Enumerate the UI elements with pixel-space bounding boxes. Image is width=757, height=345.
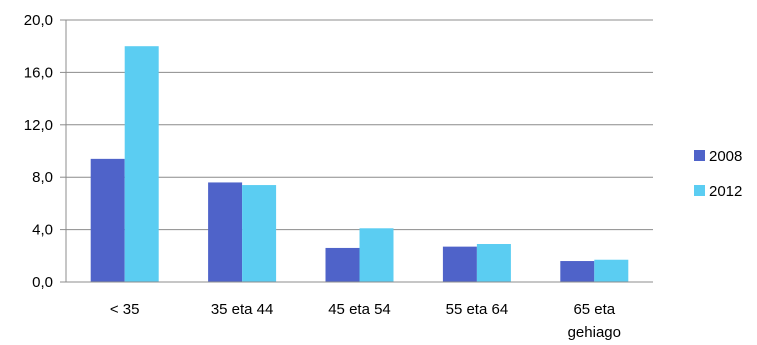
y-axis-ticks: 0,0 4,0 8,0 12,0 16,0 20,0: [24, 12, 66, 291]
axes: [65, 20, 653, 283]
bar-2008-0: [90, 158, 125, 282]
legend-label-2012: 2012: [709, 183, 742, 200]
bar-2012-0: [124, 46, 159, 283]
x-tick-label: 65 eta: [573, 301, 615, 318]
y-tick-label: 0,0: [32, 274, 53, 291]
bar-2008-1: [208, 182, 243, 282]
x-tick-label: 55 eta 64: [446, 301, 509, 318]
bar-2012-1: [242, 185, 277, 282]
bar-series: [90, 46, 629, 283]
x-tick-label: 35 eta 44: [211, 301, 274, 318]
x-tick-label: gehiago: [568, 324, 621, 341]
legend-label-2008: 2008: [709, 148, 742, 165]
legend: 2008 2012: [694, 148, 742, 200]
bar-2012-4: [594, 259, 629, 282]
y-tick-label: 16,0: [24, 64, 53, 81]
y-tick-label: 4,0: [32, 222, 53, 239]
bar-2008-3: [442, 246, 477, 282]
legend-swatch-2012: [694, 185, 705, 196]
bar-2012-3: [476, 244, 511, 282]
legend-swatch-2008: [694, 150, 705, 161]
bar-2008-4: [560, 261, 595, 282]
bar-2012-2: [359, 228, 394, 282]
y-tick-label: 8,0: [32, 169, 53, 186]
x-tick-label: < 35: [110, 301, 140, 318]
x-tick-label: 45 eta 54: [328, 301, 391, 318]
gridlines: [66, 19, 653, 231]
y-tick-label: 12,0: [24, 117, 53, 134]
x-axis-ticks: < 35 35 eta 44 45 eta 54 55 eta 64 65 eta geh…: [110, 301, 621, 341]
y-tick-label: 20,0: [24, 12, 53, 29]
bar-2008-2: [325, 247, 360, 282]
